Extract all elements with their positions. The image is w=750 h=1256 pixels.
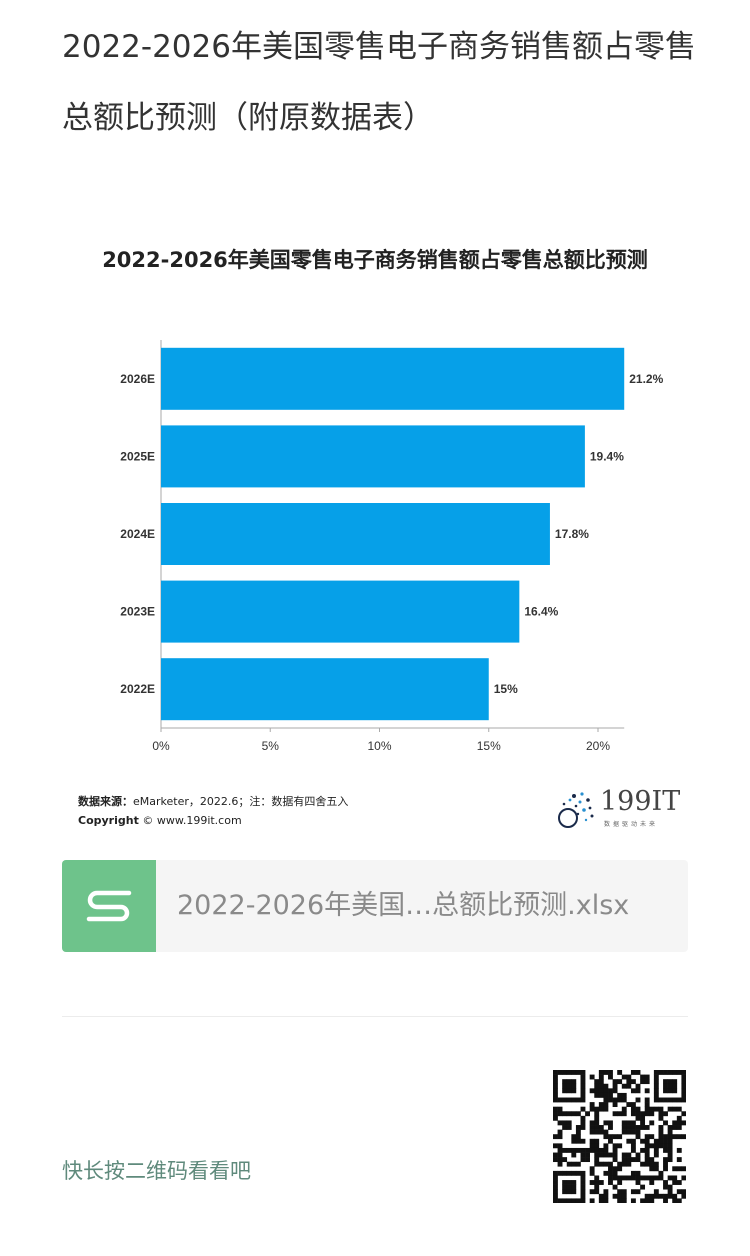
logo-text: 199IT bbox=[600, 786, 681, 817]
x-tick-label: 20% bbox=[586, 739, 610, 753]
bar bbox=[161, 347, 625, 410]
data-label: 16.4% bbox=[524, 605, 558, 619]
source-label: 数据来源： bbox=[78, 795, 133, 808]
bar bbox=[161, 425, 585, 488]
bar-chart: 2026E 21.2% 2025E 19.4% 2024E 17.8% 2023E 16.4%… bbox=[120, 340, 664, 753]
spreadsheet-s-icon bbox=[62, 860, 156, 952]
divider bbox=[62, 1016, 688, 1017]
data-label: 17.8% bbox=[555, 527, 589, 541]
y-tick-label: 2025E bbox=[120, 449, 155, 463]
data-label: 21.2% bbox=[629, 372, 663, 386]
copyright-label: Copyright bbox=[78, 814, 139, 827]
file-name: 2022-2026年美国…总额比预测.xlsx bbox=[177, 890, 630, 921]
chart-title: 2022-2026年美国零售电子商务销售额占零售总额比预测 bbox=[102, 248, 648, 272]
199it-logo: 199IT 数据驱动未来 bbox=[554, 786, 684, 834]
y-tick-label: 2024E bbox=[120, 527, 155, 541]
copyright-line: Copyright © www.199it.com bbox=[78, 814, 242, 827]
dandelion-logo-icon bbox=[558, 792, 594, 828]
copyright-text: © www.199it.com bbox=[142, 814, 242, 827]
x-tick-label: 5% bbox=[262, 739, 280, 753]
data-label: 15% bbox=[494, 682, 518, 696]
logo-tagline: 数据驱动未来 bbox=[604, 821, 659, 828]
y-tick-label: 2022E bbox=[120, 682, 155, 696]
bar bbox=[161, 580, 520, 643]
article-title: 2022-2026年美国零售电子商务销售额占零售总额比预测（附原数据表） bbox=[62, 29, 696, 136]
data-label: 19.4% bbox=[590, 449, 624, 463]
y-tick-label: 2026E bbox=[120, 372, 155, 386]
source-line: 数据来源：eMarketer，2022.6；注：数据有四舍五入 bbox=[78, 793, 348, 809]
bar bbox=[161, 658, 489, 721]
qr-hint-text: 快长按二维码看看吧 bbox=[62, 1159, 251, 1183]
bar bbox=[161, 503, 550, 565]
x-tick-label: 0% bbox=[152, 739, 170, 753]
x-tick-label: 15% bbox=[477, 739, 501, 753]
y-tick-label: 2023E bbox=[120, 605, 155, 619]
chart-image: 2022-2026年美国零售电子商务销售额占零售总额比预测 2026E 21.2%… bbox=[62, 222, 688, 842]
attachment-file-card[interactable]: 2022-2026年美国…总额比预测.xlsx bbox=[62, 860, 688, 952]
qr-code[interactable] bbox=[553, 1070, 686, 1203]
x-tick-label: 10% bbox=[367, 739, 391, 753]
source-text: eMarketer，2022.6；注：数据有四舍五入 bbox=[133, 795, 349, 808]
